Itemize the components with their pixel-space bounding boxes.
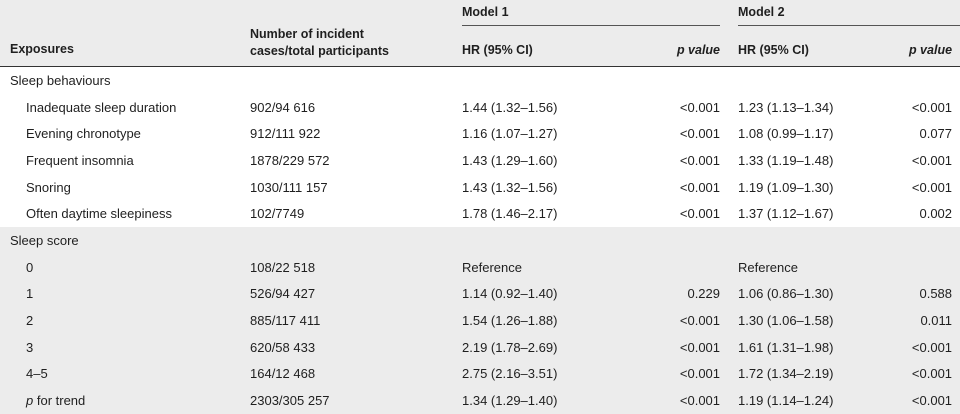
model2-hr-cell: 1.33 (1.19–1.48) xyxy=(738,152,834,168)
table-row: 4–5 164/12 468 2.75 (2.16–3.51) <0.001 1.72 … xyxy=(0,360,960,388)
cases-cell: 912/111 922 xyxy=(250,126,321,142)
model1-hr-cell: 2.75 (2.16–3.51) xyxy=(462,360,618,388)
exposure-label: 4–5 xyxy=(0,360,250,388)
model1-p-cell: <0.001 xyxy=(618,360,739,388)
label-text: for trend xyxy=(33,393,86,409)
model1-p-cell: <0.001 xyxy=(679,99,721,115)
model2-p-cell: <0.001 xyxy=(911,152,953,168)
model2-p-cell: 0.077 xyxy=(919,126,953,142)
model2-hr-cell: 1.23 (1.13–1.34) xyxy=(738,99,834,115)
cases-cell: 1878/229 572 xyxy=(250,152,330,168)
exposure-label: p for trend xyxy=(0,387,250,414)
cases-cell: 108/22 518 xyxy=(250,253,462,281)
model1-hr-cell: 1.14 (0.92–1.40) xyxy=(462,280,618,308)
table-row: Evening chronotype 912/111 922 1.16 (1.07–… xyxy=(0,120,960,147)
model2-hr-cell: 1.19 (1.09–1.30) xyxy=(738,179,834,195)
table-row: 3 620/58 433 2.19 (1.78–2.69) <0.001 1.61 (1… xyxy=(0,333,960,361)
model2-hr-cell: 1.08 (0.99–1.17) xyxy=(738,126,834,142)
exposure-label: 3 xyxy=(0,333,250,361)
table-row: 1 526/94 427 1.14 (0.92–1.40) 0.229 1.06 (0.… xyxy=(0,280,960,308)
header-hr2: HR (95% CI) xyxy=(738,34,899,67)
model2-p-cell: 0.002 xyxy=(919,206,953,222)
table-row: 2 885/117 411 1.54 (1.26–1.88) <0.001 1.30 (… xyxy=(0,307,960,334)
model2-p-cell: <0.001 xyxy=(911,99,953,115)
section-row: Sleep behaviours xyxy=(0,67,960,94)
model2-p-cell: <0.001 xyxy=(911,179,953,195)
model2-p-cell: 0.588 xyxy=(898,280,960,308)
model2-hr-cell: 1.06 (0.86–1.30) xyxy=(738,280,899,308)
model2-p-cell: <0.001 xyxy=(898,360,960,388)
exposure-label: Inadequate sleep duration xyxy=(26,99,177,115)
cases-cell: 2303/305 257 xyxy=(250,387,462,414)
cases-cell: 902/94 616 xyxy=(250,99,316,115)
model2-p-cell: 0.011 xyxy=(898,307,960,334)
cases-cell: 620/58 433 xyxy=(250,333,462,361)
model1-hr-cell: 1.54 (1.26–1.88) xyxy=(462,307,618,334)
exposure-label: 0 xyxy=(0,253,250,281)
model1-p-cell: <0.001 xyxy=(679,206,721,222)
model1-hr-cell: 1.16 (1.07–1.27) xyxy=(462,126,558,142)
model2-hr-cell: 1.61 (1.31–1.98) xyxy=(738,333,899,361)
exposure-label: Evening chronotype xyxy=(26,126,141,142)
exposure-label: Frequent insomnia xyxy=(26,152,134,168)
header-p1: p value xyxy=(618,34,739,67)
header-hr1: HR (95% CI) xyxy=(462,34,618,67)
cases-cell: 526/94 427 xyxy=(250,280,462,308)
model1-hr-cell: Reference xyxy=(462,253,618,281)
model2-hr-cell: Reference xyxy=(738,253,899,281)
model1-p-cell: 0.229 xyxy=(618,280,739,308)
model1-hr-cell: 1.43 (1.32–1.56) xyxy=(462,179,558,195)
exposure-label: Often daytime sleepiness xyxy=(26,206,172,222)
model1-p-cell: <0.001 xyxy=(618,333,739,361)
header-cases: Number of incident cases/total participa… xyxy=(250,0,462,67)
model1-hr-cell: 1.43 (1.29–1.60) xyxy=(462,152,558,168)
model2-hr-cell: 1.30 (1.06–1.58) xyxy=(738,307,899,334)
model1-hr-cell: 2.19 (1.78–2.69) xyxy=(462,333,618,361)
model1-hr-cell: 1.44 (1.32–1.56) xyxy=(462,99,558,115)
table-row: Frequent insomnia 1878/229 572 1.43 (1.29–… xyxy=(0,147,960,174)
model1-p-cell: <0.001 xyxy=(679,126,721,142)
model2-hr-cell: 1.37 (1.12–1.67) xyxy=(738,206,834,222)
header-exposures: Exposures xyxy=(0,0,250,67)
model2-p-cell: <0.001 xyxy=(898,387,960,414)
model2-p-cell xyxy=(898,253,960,281)
exposure-label: 1 xyxy=(0,280,250,308)
model1-p-cell: <0.001 xyxy=(679,152,721,168)
section-row: Sleep score xyxy=(0,227,960,254)
label-prefix: p xyxy=(26,393,34,409)
table-row: 0 108/22 518 Reference Reference xyxy=(0,253,960,281)
header-model1: Model 1 xyxy=(462,0,739,34)
model1-p-cell: <0.001 xyxy=(618,307,739,334)
model1-hr-cell: 1.34 (1.29–1.40) xyxy=(462,387,618,414)
model1-p-cell: <0.001 xyxy=(618,387,739,414)
model1-p-cell xyxy=(618,253,739,281)
table-row: p for trend 2303/305 257 1.34 (1.29–1.40) <… xyxy=(0,387,960,414)
cases-cell: 164/12 468 xyxy=(250,360,462,388)
exposure-label: 2 xyxy=(0,307,250,334)
model2-p-cell: <0.001 xyxy=(898,333,960,361)
header-model2: Model 2 xyxy=(738,0,960,34)
header-p2: p value xyxy=(898,34,960,67)
section-title: Sleep behaviours xyxy=(10,72,111,88)
cases-cell: 102/7749 xyxy=(250,206,305,222)
header-row-2: HR (95% CI) p value HR (95% CI) p value xyxy=(0,34,960,67)
model1-p-cell: <0.001 xyxy=(679,179,721,195)
section-title: Sleep score xyxy=(0,227,960,254)
cases-cell: 885/117 411 xyxy=(250,307,462,334)
model1-hr-cell: 1.78 (1.46–2.17) xyxy=(462,206,558,222)
table-row: Inadequate sleep duration 902/94 616 1.44 … xyxy=(0,94,960,121)
exposure-label: Snoring xyxy=(26,179,71,195)
model2-hr-cell: 1.19 (1.14–1.24) xyxy=(738,387,899,414)
header-row-1: Exposures Number of incident cases/total… xyxy=(0,0,960,67)
model2-hr-cell: 1.72 (1.34–2.19) xyxy=(738,360,899,388)
table-row: Snoring 1030/111 157 1.43 (1.32–1.56) <0.00… xyxy=(0,174,960,201)
cases-cell: 1030/111 157 xyxy=(250,179,328,195)
table-row: Often daytime sleepiness 102/7749 1.78 (1.… xyxy=(0,200,960,227)
